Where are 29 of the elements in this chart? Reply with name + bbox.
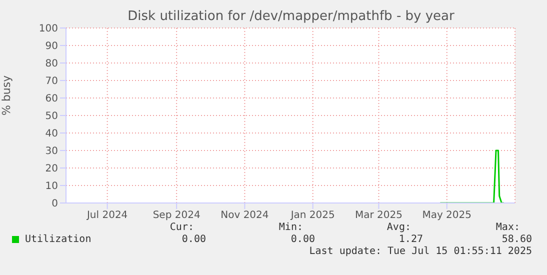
text: 0.00 xyxy=(290,234,315,245)
y-axis-title: % busy xyxy=(0,74,13,116)
text: 1.27 xyxy=(398,234,423,245)
y-tick-label: 30 xyxy=(45,146,58,158)
y-tick-label: 50 xyxy=(45,111,58,122)
x-tick-label: May 2025 xyxy=(422,210,472,222)
y-tick-label: 0 xyxy=(52,198,58,210)
x-tick-label: Mar 2025 xyxy=(354,210,402,222)
x-tick-label: Jan 2025 xyxy=(290,210,335,222)
text: Avg: xyxy=(386,222,411,233)
text: Max: xyxy=(496,222,520,233)
x-tick-label: Jul 2024 xyxy=(86,210,128,222)
x-tick-label: Sep 2024 xyxy=(152,210,200,222)
y-tick-label: 60 xyxy=(45,94,58,105)
x-tick-label: Nov 2024 xyxy=(220,210,269,222)
legend-label: Utilization xyxy=(25,234,92,245)
y-tick-label: 100 xyxy=(38,24,58,35)
text: Cur: xyxy=(170,222,194,233)
y-tick-label: 10 xyxy=(45,181,58,192)
y-tick-label: 90 xyxy=(45,41,58,52)
y-tick-label: 20 xyxy=(45,164,58,175)
text: 58.60 xyxy=(502,234,532,245)
text: Min: xyxy=(278,222,303,233)
text: Last update: Tue Jul 15 01:55:11 2025 xyxy=(309,246,532,257)
chart-title: Disk utilization for /dev/mapper/mpathfb - by year xyxy=(126,9,456,24)
y-tick-label: 70 xyxy=(45,76,58,88)
y-tick-label: 80 xyxy=(45,58,58,70)
y-tick-label: 40 xyxy=(45,128,58,140)
text: 0.00 xyxy=(182,234,206,245)
